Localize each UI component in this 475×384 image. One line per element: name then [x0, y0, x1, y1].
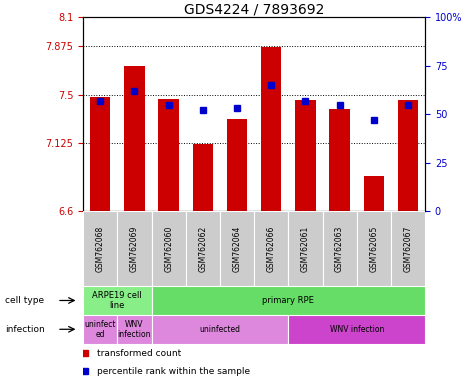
Bar: [288, 211, 323, 286]
Text: GSM762068: GSM762068: [96, 225, 104, 272]
Text: WNV infection: WNV infection: [330, 325, 384, 334]
Bar: [152, 286, 425, 315]
Text: primary RPE: primary RPE: [262, 296, 314, 305]
Bar: [117, 211, 152, 286]
Bar: [323, 211, 357, 286]
Text: WNV
infection: WNV infection: [118, 319, 151, 339]
Bar: [220, 211, 254, 286]
Bar: [117, 315, 152, 344]
Bar: [363, 176, 384, 211]
Bar: [261, 47, 282, 211]
Bar: [124, 66, 145, 211]
Bar: [83, 315, 117, 344]
Bar: [90, 98, 111, 211]
Bar: [357, 211, 391, 286]
Text: percentile rank within the sample: percentile rank within the sample: [97, 367, 250, 376]
Text: GSM762062: GSM762062: [199, 225, 207, 272]
Bar: [391, 211, 425, 286]
Text: GSM762064: GSM762064: [233, 225, 241, 272]
Text: infection: infection: [5, 325, 45, 334]
Bar: [192, 144, 213, 211]
Text: uninfected: uninfected: [200, 325, 240, 334]
Bar: [398, 100, 418, 211]
Bar: [295, 100, 316, 211]
Bar: [227, 119, 247, 211]
Text: GSM762067: GSM762067: [404, 225, 412, 272]
Text: transformed count: transformed count: [97, 349, 181, 358]
Text: ARPE19 cell
line: ARPE19 cell line: [93, 291, 142, 310]
Bar: [83, 286, 152, 315]
Text: GSM762063: GSM762063: [335, 225, 344, 272]
Text: GSM762061: GSM762061: [301, 225, 310, 272]
Text: uninfect
ed: uninfect ed: [85, 319, 116, 339]
Title: GDS4224 / 7893692: GDS4224 / 7893692: [184, 2, 324, 16]
Bar: [152, 315, 288, 344]
Text: GSM762065: GSM762065: [370, 225, 378, 272]
Text: cell type: cell type: [5, 296, 44, 305]
Bar: [186, 211, 220, 286]
Text: GSM762069: GSM762069: [130, 225, 139, 272]
Bar: [329, 109, 350, 211]
Bar: [152, 211, 186, 286]
Bar: [254, 211, 288, 286]
Bar: [83, 211, 117, 286]
Text: GSM762060: GSM762060: [164, 225, 173, 272]
Bar: [288, 315, 425, 344]
Text: GSM762066: GSM762066: [267, 225, 276, 272]
Bar: [158, 99, 179, 211]
